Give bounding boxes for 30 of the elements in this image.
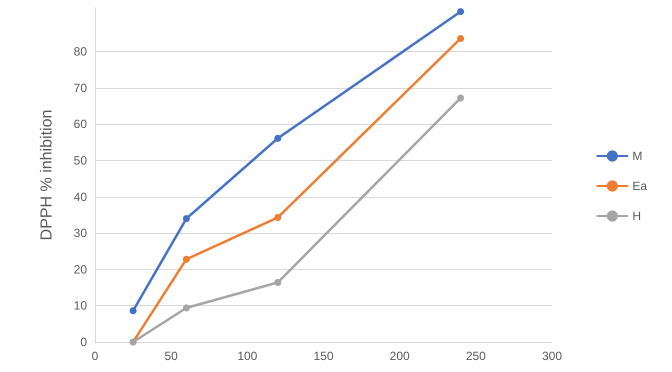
point	[457, 94, 464, 102]
point	[130, 307, 137, 314]
x-tick-label: 200	[390, 349, 410, 363]
legend-label: Ea	[632, 179, 648, 193]
point	[274, 214, 282, 221]
point	[274, 278, 282, 286]
legend-label: M	[632, 149, 642, 163]
point	[457, 8, 464, 16]
x-tick-label: 100	[237, 349, 258, 363]
y-tick-label: 80	[74, 44, 88, 59]
x-tick-label: 250	[466, 349, 486, 363]
y-tick-label: 0	[80, 335, 88, 349]
point	[182, 256, 190, 263]
y-tick-label: 10	[74, 298, 88, 313]
y-axis-title: DPPH % inhibition	[38, 110, 56, 240]
y-tick-label: 40	[74, 190, 88, 204]
x-tick-label: 150	[313, 349, 334, 363]
x-tick-label: 0	[92, 349, 99, 363]
point	[182, 215, 190, 222]
x-tick-label: 300	[542, 349, 562, 363]
legend-label: H	[632, 209, 641, 223]
y-tick-label: 50	[74, 153, 88, 168]
x-tick-label: 50	[164, 349, 178, 363]
y-tick-label: 70	[74, 80, 88, 95]
y-tick-label: 60	[74, 117, 88, 132]
point	[457, 34, 464, 42]
y-tick-label: 30	[74, 226, 88, 240]
y-tick-label: 20	[74, 262, 88, 276]
point	[274, 134, 282, 142]
point	[182, 304, 190, 312]
